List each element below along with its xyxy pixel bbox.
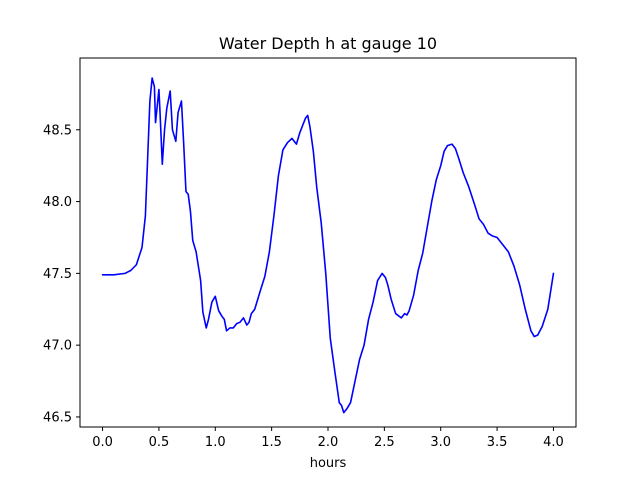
y-tick-label: 47.5 [43,267,72,282]
x-tick-label: 1.0 [205,435,226,450]
x-tick-label: 1.5 [261,435,282,450]
y-axis: 46.5 47.0 47.5 48.0 48.5 [43,123,80,425]
x-tick-label: 2.0 [318,435,339,450]
x-tick-label: 0.0 [92,435,113,450]
x-tick-label: 3.5 [487,435,508,450]
x-tick-label: 2.5 [374,435,395,450]
y-tick-label: 46.5 [43,410,72,425]
chart-title: Water Depth h at gauge 10 [219,34,437,53]
plot-area [101,77,555,414]
x-axis: 0.0 0.5 1.0 1.5 2.0 2.5 3.0 3.5 4.0 [92,427,564,450]
x-tick-label: 4.0 [543,435,564,450]
x-tick-label: 3.0 [430,435,451,450]
series-line-0 [101,77,555,414]
y-tick-label: 48.5 [43,123,72,138]
y-tick-label: 47.0 [43,339,72,354]
y-tick-label: 48.0 [43,195,72,210]
x-axis-label: hours [310,456,347,471]
x-tick-label: 0.5 [149,435,170,450]
